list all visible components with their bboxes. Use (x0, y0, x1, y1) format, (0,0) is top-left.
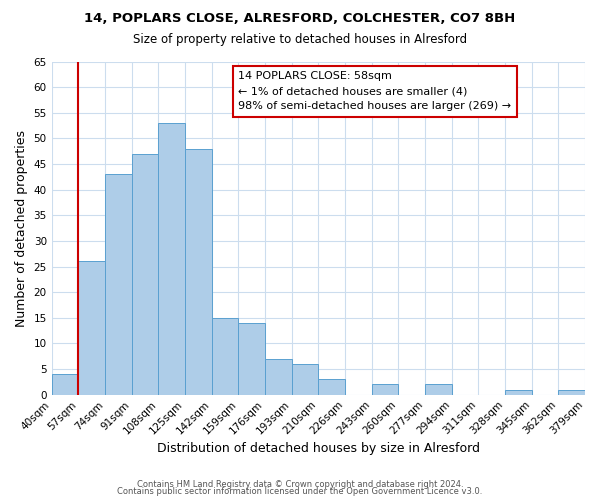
Bar (185, 148, 212, 394)
Bar (105, 174, 131, 394)
X-axis label: Distribution of detached houses by size in Alresford: Distribution of detached houses by size … (157, 442, 480, 455)
Bar (52, 374, 79, 394)
Text: 14, POPLARS CLOSE, ALRESFORD, COLCHESTER, CO7 8BH: 14, POPLARS CLOSE, ALRESFORD, COLCHESTER… (85, 12, 515, 26)
Bar (238, 323, 265, 394)
Text: Contains HM Land Registry data © Crown copyright and database right 2024.: Contains HM Land Registry data © Crown c… (137, 480, 463, 489)
Bar (505, 390, 532, 394)
Text: Contains public sector information licensed under the Open Government Licence v3: Contains public sector information licen… (118, 488, 482, 496)
Bar (265, 359, 292, 394)
Bar (292, 364, 319, 394)
Bar (371, 384, 398, 394)
Bar (319, 380, 345, 394)
Bar (158, 123, 185, 394)
Bar (559, 390, 585, 394)
Bar (131, 154, 158, 394)
Bar (212, 318, 238, 394)
Bar (79, 262, 105, 394)
Bar (425, 384, 452, 394)
Text: Size of property relative to detached houses in Alresford: Size of property relative to detached ho… (133, 32, 467, 46)
Y-axis label: Number of detached properties: Number of detached properties (15, 130, 28, 326)
Text: 14 POPLARS CLOSE: 58sqm
← 1% of detached houses are smaller (4)
98% of semi-deta: 14 POPLARS CLOSE: 58sqm ← 1% of detached… (238, 72, 511, 111)
